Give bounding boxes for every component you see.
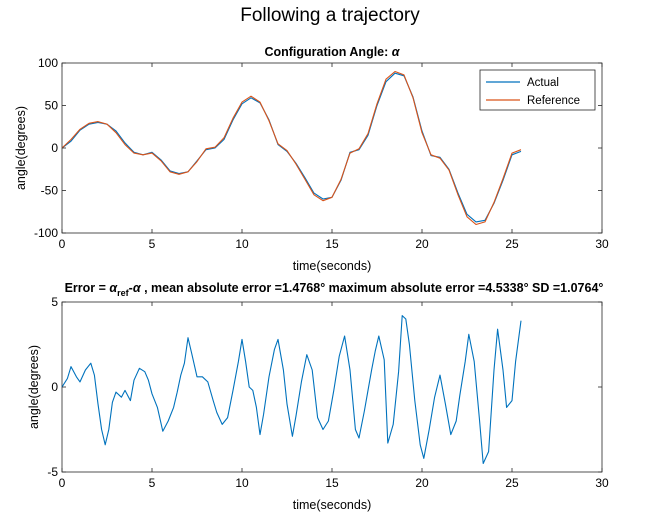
axes2-title-symbol: α [133, 281, 142, 295]
axes1-xtick-label: 0 [59, 237, 66, 251]
legend-label-actual: Actual [527, 77, 559, 89]
axes2-ytick-label: 0 [51, 380, 58, 394]
axes2-title-prefix: Error = [65, 281, 110, 295]
axes1-xtick-label: 20 [415, 237, 429, 251]
axes1-ticks: 0 5 10 15 20 25 30 -100 -50 0 50 100 [34, 56, 609, 251]
axes1-title-text: Configuration Angle: [264, 45, 391, 59]
axes2-xtick-label: 25 [505, 476, 519, 490]
axes1-xlabel: time(seconds) [293, 259, 372, 273]
axes2-xtick-label: 10 [235, 476, 249, 490]
axes2-title-minus: - [129, 281, 133, 295]
axes2-ytick-label: -5 [47, 465, 58, 479]
axes2-ytick-label: 5 [51, 295, 58, 309]
axes1-xtick-label: 10 [235, 237, 249, 251]
axes1-ytick-label: -100 [34, 226, 58, 240]
series-line-reference [61, 70, 522, 226]
axes1-ytick-label: -50 [41, 184, 59, 198]
axes1-ylabel: angle(degrees) [14, 106, 28, 190]
axes1-ytick-label: 100 [38, 56, 58, 70]
axes1-plot-area [61, 70, 522, 226]
axes1-ytick-label: 0 [51, 141, 58, 155]
axes1-xtick-label: 5 [149, 237, 156, 251]
axes2-title-symbol-ref: α [109, 281, 118, 295]
axes2-plot-area [61, 315, 522, 465]
axes2-xtick-label: 0 [59, 476, 66, 490]
legend-box [479, 69, 596, 111]
axes2-title-subscript: ref [117, 288, 130, 298]
series-line-actual [61, 72, 522, 223]
axes2-xlabel: time(seconds) [293, 498, 372, 512]
axes2-xtick-label: 15 [325, 476, 339, 490]
legend-label-reference: Reference [527, 95, 580, 107]
series-line-error [61, 315, 522, 465]
axes2-ylabel: angle(degrees) [27, 345, 41, 429]
axes-configuration-angle: Configuration Angle: α 0 5 10 15 20 25 30 -100 -… [14, 45, 609, 273]
axes1-title-symbol: α [392, 45, 401, 59]
axes2-xtick-label: 5 [149, 476, 156, 490]
figure-title: Following a trajectory [240, 5, 420, 26]
axes2-title: Error = αref-α , mean absolute error =1.… [65, 281, 604, 298]
axes2-xtick-label: 30 [595, 476, 609, 490]
axes2-ticks: 0 5 10 15 20 25 30-505 [47, 295, 609, 490]
axes1-ytick-label: 50 [45, 99, 59, 113]
axes2-box [61, 301, 603, 473]
legend: Actual Reference [479, 69, 596, 111]
axes1-title: Configuration Angle: α [264, 45, 400, 59]
axes-error: Error = αref-α , mean absolute error =1.… [27, 281, 609, 512]
axes2-title-stats: , mean absolute error =1.4768° maximum a… [141, 281, 604, 295]
axes1-xtick-label: 25 [505, 237, 519, 251]
axes1-xtick-label: 30 [595, 237, 609, 251]
axes1-xtick-label: 15 [325, 237, 339, 251]
axes2-xtick-label: 20 [415, 476, 429, 490]
